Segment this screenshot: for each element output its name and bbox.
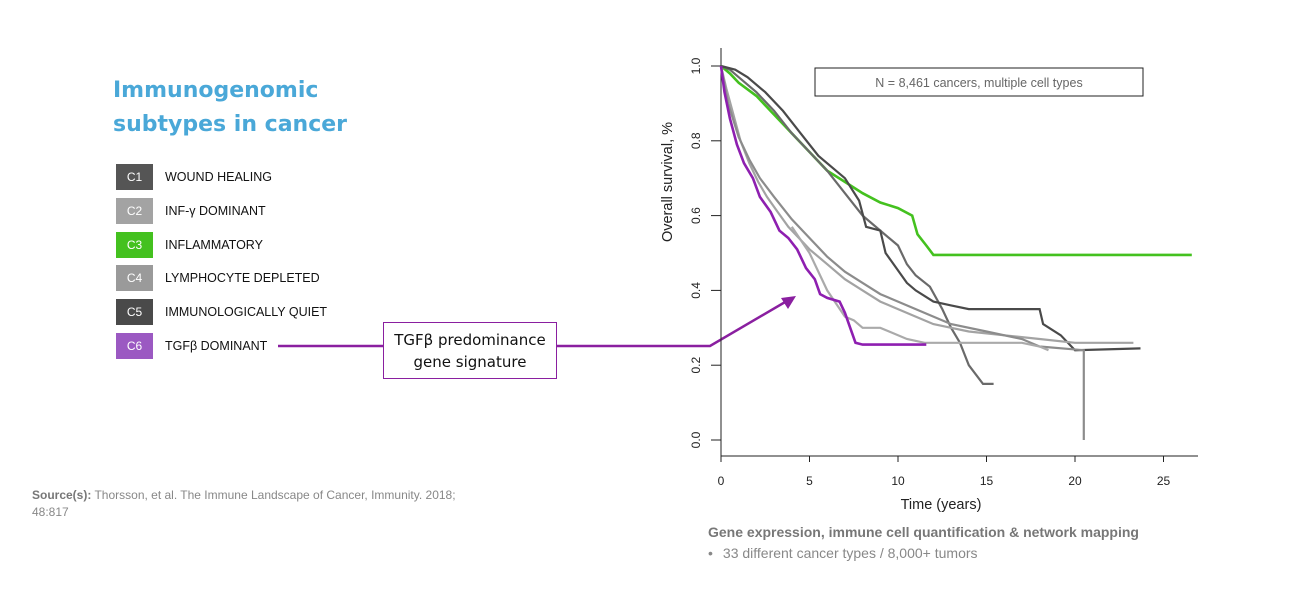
legend-swatch-c4: C4 — [116, 265, 153, 292]
slide-title: Immunogenomic subtypes in cancer — [113, 74, 347, 142]
callout-arrowhead — [781, 296, 796, 309]
x-tick-label: 15 — [980, 474, 994, 488]
y-tick-label: 0.4 — [689, 282, 703, 299]
callout-line1: TGFβ predominance — [394, 330, 546, 349]
y-tick-label: 0.0 — [689, 431, 703, 448]
annotation-box — [814, 67, 1144, 97]
callout-line2: gene signature — [413, 352, 527, 371]
source-citation: Source(s): Thorsson, et al. The Immune L… — [32, 487, 492, 521]
legend-swatch-c2: C2 — [116, 197, 153, 224]
series-line-c6 — [719, 65, 927, 346]
x-tick-label: 10 — [891, 474, 905, 488]
series-line-c5 — [720, 64, 1141, 352]
series-line-c1 — [720, 64, 994, 385]
x-tick-label: 20 — [1068, 474, 1082, 488]
y-tick-label: 1.0 — [689, 57, 703, 74]
legend-label-c3: INFLAMMATORY — [165, 237, 263, 252]
legend-swatch-c1: C1 — [116, 164, 153, 190]
legend-label-c4: LYMPHOCYTE DEPLETED — [165, 271, 320, 286]
x-tick-label: 5 — [806, 474, 813, 488]
footer-bullet-item: • 33 different cancer types / 8,000+ tumo… — [708, 545, 978, 561]
legend-swatch-c3: C3 — [116, 231, 153, 258]
legend-label-c1: WOUND HEALING — [165, 170, 272, 184]
callout-connector-right — [556, 296, 793, 348]
slide-title-line1: Immunogenomic — [113, 78, 319, 103]
y-axis-title: Overall survival, % — [660, 122, 676, 242]
x-tick-label: 0 — [718, 474, 725, 488]
legend-swatch-c6: C6 — [116, 332, 153, 359]
series-line-c2 — [719, 65, 1134, 344]
x-tick-label: 25 — [1157, 474, 1171, 488]
tgfb-callout: TGFβ predominance gene signature — [383, 322, 557, 379]
source-text: Thorsson, et al. The Immune Landscape of… — [32, 488, 456, 519]
y-tick-label: 0.6 — [689, 207, 703, 224]
x-axis-title: Time (years) — [901, 497, 982, 513]
bullet-icon: • — [708, 545, 713, 561]
axis-ticks: 0 5 10 15 20 25 0.0 0.2 0.4 0.6 0.8 1.0 — [689, 57, 1170, 488]
series-line-c4b — [790, 226, 1049, 352]
y-tick-label: 0.8 — [689, 132, 703, 149]
series-line-c4 — [719, 65, 1085, 440]
y-tick-label: 0.2 — [689, 357, 703, 374]
footer-bullet-text: 33 different cancer types / 8,000+ tumor… — [722, 545, 978, 561]
source-label: Source(s): — [32, 488, 92, 502]
legend-label-c6: TGFβ DOMINANT — [165, 338, 268, 353]
slide-title-line2: subtypes in cancer — [113, 112, 348, 137]
legend-swatch-c5: C5 — [116, 299, 153, 326]
footer-heading: Gene expression, immune cell quantificat… — [708, 524, 1139, 540]
legend-label-c2: INF-γ DOMINANT — [165, 203, 266, 218]
series-line-c3 — [720, 65, 1192, 257]
survival-curves — [719, 64, 1192, 440]
legend-label-c5: IMMUNOLOGICALLY QUIET — [165, 305, 328, 320]
chart-annotation: N = 8,461 cancers, multiple cell types — [875, 76, 1082, 90]
